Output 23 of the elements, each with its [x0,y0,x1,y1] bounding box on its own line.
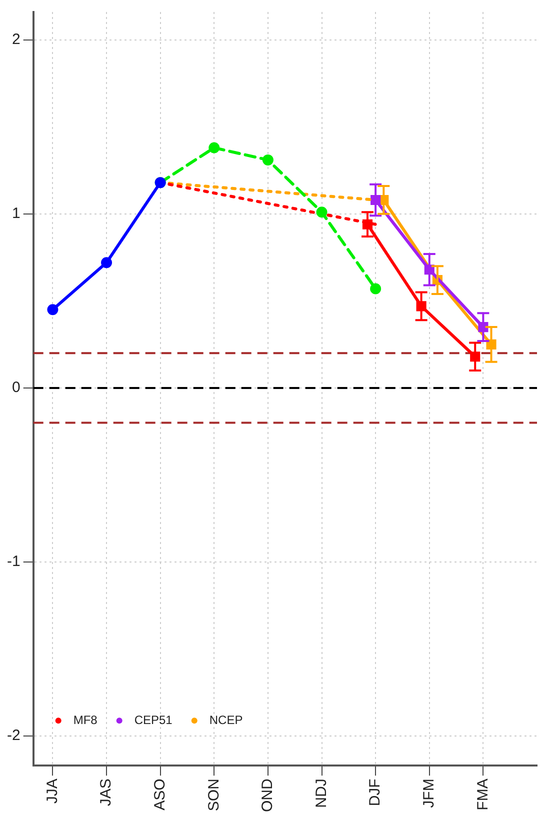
x-tick-label: JFM [420,778,438,808]
y-tick-label: 1 [12,205,20,222]
x-tick-label: FMA [474,778,492,810]
x-tick-label: DJF [366,778,384,806]
legend-label: CEP51 [134,712,173,727]
x-tick-label: JAS [98,778,115,806]
point [208,142,220,154]
y-tick-label: -1 [6,553,20,570]
x-tick-label: OND [259,778,276,812]
point [47,304,58,316]
x-tick-label: ASO [151,778,168,810]
legend-label: MF8 [73,712,98,727]
x-tick-label: NDJ [312,778,330,808]
point [101,257,112,268]
x-tick-label: JJA [44,778,61,804]
legend-label: NCEP [209,712,243,727]
y-tick-label: 2 [12,30,20,48]
point [262,154,274,166]
y-tick-label: 0 [12,379,20,396]
point [370,283,382,294]
point [316,206,328,218]
y-tick-label: -2 [6,727,20,744]
x-tick-label: SON [205,778,222,812]
